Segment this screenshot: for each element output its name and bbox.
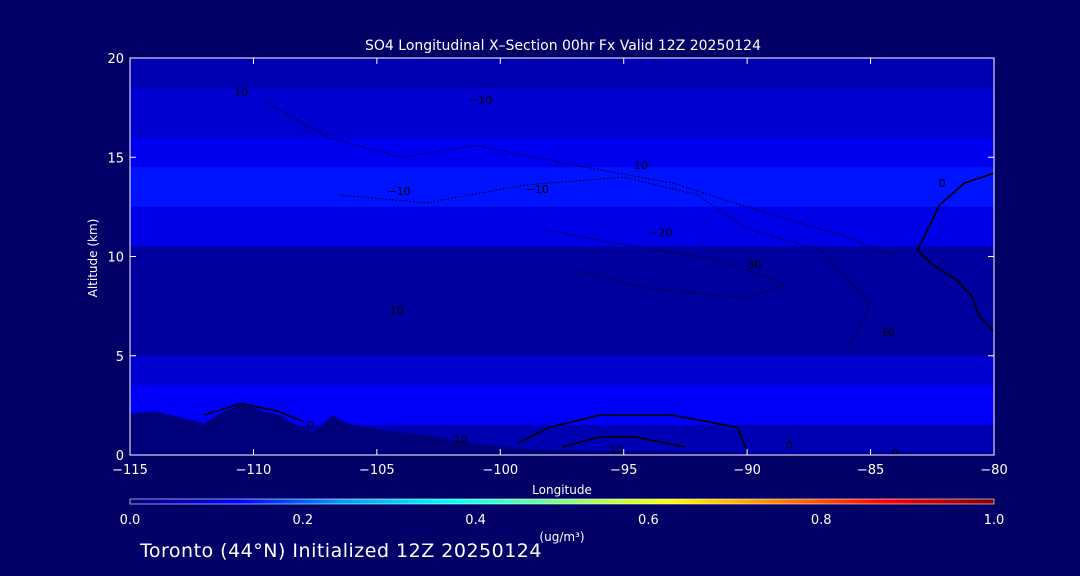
y-axis: 0 5 10 15 20 [107,52,994,464]
contour-label-2: 10 [634,159,648,172]
colorbar-tick-label-3: 0.6 [638,513,659,528]
x-tick-label-6: −85 [857,463,884,478]
contour-solid-3 [561,436,686,448]
contour-label-9: 0 [939,177,946,190]
field-band-4 [130,206,994,247]
y-tick-label-3: 15 [107,151,124,166]
colorbar-unit-label: (ug/m³) [539,530,584,544]
x-tick-label-4: −95 [610,463,637,478]
contour-label-10: 0 [307,419,314,432]
field-band-6 [130,355,994,386]
contour-dotted-2 [339,176,872,353]
contour-label-4: −10 [526,183,549,196]
contour-dotted-1 [265,101,896,257]
contour-lines: 10 −10 10 −10 −10 −20 30 10 10 0 0 10 10 0 0 [203,86,994,460]
contour-label-11: 10 [454,433,468,446]
contour-label-7: 10 [881,326,895,339]
colorbar-tick-label-0: 0.0 [120,513,141,528]
contour-label-0: 10 [234,86,248,99]
field-band-0 [130,58,994,88]
x-axis-label: Longitude [532,483,592,497]
contour-solid-1 [203,402,304,423]
plot-area [130,58,994,455]
contour-label-5: −20 [649,227,672,240]
field-band-2 [130,137,994,168]
x-tick-label-2: −105 [359,463,395,478]
field-band-5 [130,246,994,356]
contour-label-12: 10 [609,443,623,456]
y-tick-label-4: 20 [107,52,124,67]
y-tick-label-2: 10 [107,251,124,266]
colorbar-ticks: 0.0 0.2 0.4 0.6 0.8 1.0 [120,513,1005,528]
x-tick-label-7: −80 [980,463,1007,478]
colorbar-tick-label-1: 0.2 [292,513,313,528]
terrain [130,403,994,455]
contour-label-1: −10 [469,94,492,107]
x-axis: −115 −110 −105 −100 −95 −90 −85 −80 [112,58,1008,478]
contour-label-3: −10 [387,185,410,198]
colorbar-tick-label-5: 1.0 [984,513,1005,528]
y-axis-label: Altitude (km) [86,219,100,298]
contour-solid-2 [517,414,748,452]
contour-label-14: 0 [892,447,899,460]
field-band-1 [130,87,994,138]
contour-label-8: 10 [390,304,404,317]
y-tick-label-1: 5 [116,350,124,365]
x-tick-label-3: −100 [482,463,518,478]
field-band-3 [130,167,994,207]
y-tick-label-0: 0 [116,449,124,464]
colorbar-tick-label-4: 0.8 [811,513,832,528]
footer-caption: Toronto (44°N) Initialized 12Z 20250124 [140,540,542,562]
colorbar-gradient [129,498,995,505]
chart-title: SO4 Longitudinal X–Section 00hr Fx Valid… [365,38,761,54]
contour-solid-4 [916,172,994,333]
x-tick-label-5: −90 [733,463,760,478]
contour-label-13: 0 [786,439,793,452]
colorbar-tick-label-2: 0.4 [465,513,486,528]
x-tick-label-0: −115 [112,463,148,478]
colorbar [129,498,995,505]
contour-label-6: 30 [748,258,762,271]
x-tick-label-1: −110 [236,463,272,478]
